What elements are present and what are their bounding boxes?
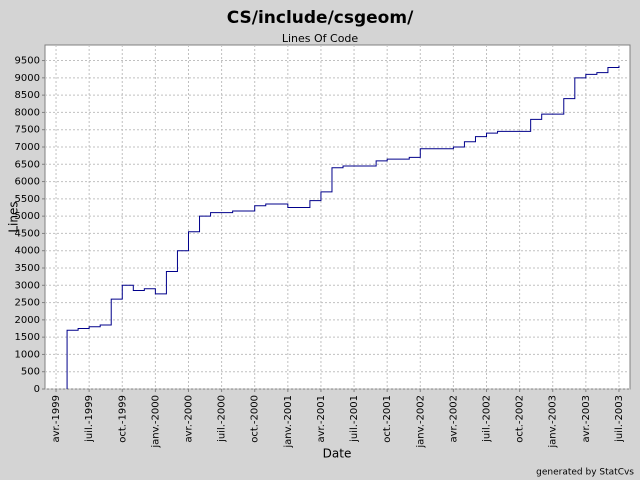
x-tick-label: juil.-2002: [482, 395, 493, 443]
y-tick-label: 4500: [15, 228, 40, 239]
x-tick-label: janv.-2002: [415, 395, 426, 449]
x-tick-label: avr.-2003: [581, 395, 592, 442]
y-tick-label: 9000: [15, 73, 40, 84]
chart-title: CS/include/csgeom/: [227, 8, 414, 28]
x-tick-label: oct.-2000: [250, 395, 261, 443]
y-tick-label: 2500: [15, 298, 40, 309]
x-tick-label: janv.-2000: [150, 395, 161, 449]
x-tick-label: juil.-2003: [614, 395, 625, 443]
y-tick-label: 1500: [15, 332, 40, 343]
y-tick-label: 500: [21, 367, 40, 378]
y-tick-label: 7500: [15, 125, 40, 136]
y-tick-label: 2000: [15, 315, 40, 326]
x-tick-label: avr.-2000: [183, 395, 194, 442]
y-tick-label: 3000: [15, 280, 40, 291]
y-tick-label: 8500: [15, 90, 40, 101]
chart-subtitle: Lines Of Code: [282, 32, 359, 45]
plot-area: [44, 44, 631, 390]
x-tick-label: avr.-2001: [316, 395, 327, 442]
x-tick-label: janv.-2001: [283, 395, 294, 449]
y-tick-label: 4000: [15, 246, 40, 257]
y-tick-label: 7000: [15, 142, 40, 153]
x-tick-label: juil.-2000: [217, 395, 228, 443]
y-tick-label: 5500: [15, 194, 40, 205]
y-tick-label: 9500: [15, 56, 40, 67]
x-tick-label: avr.-1999: [51, 395, 62, 442]
x-tick-label: oct.-2002: [515, 395, 526, 443]
x-tick-label: juil.-1999: [84, 395, 95, 443]
x-tick-label: juil.-2001: [349, 395, 360, 443]
x-tick-label: avr.-2002: [448, 395, 459, 442]
y-axis-label: Lines: [7, 201, 21, 232]
y-tick-label: 5000: [15, 211, 40, 222]
x-tick-label: oct.-1999: [117, 395, 128, 443]
y-tick-label: 1000: [15, 349, 40, 360]
x-tick-label: oct.-2001: [382, 395, 393, 443]
x-tick-label: janv.-2003: [548, 395, 559, 449]
y-tick-label: 0: [34, 384, 40, 395]
y-tick-label: 3500: [15, 263, 40, 274]
x-axis-label: Date: [323, 447, 352, 461]
y-tick-label: 8000: [15, 107, 40, 118]
y-tick-label: 6000: [15, 177, 40, 188]
footer: generated by StatCvs: [536, 468, 634, 478]
line: [66, 65, 620, 389]
y-tick-label: 6500: [15, 159, 40, 170]
